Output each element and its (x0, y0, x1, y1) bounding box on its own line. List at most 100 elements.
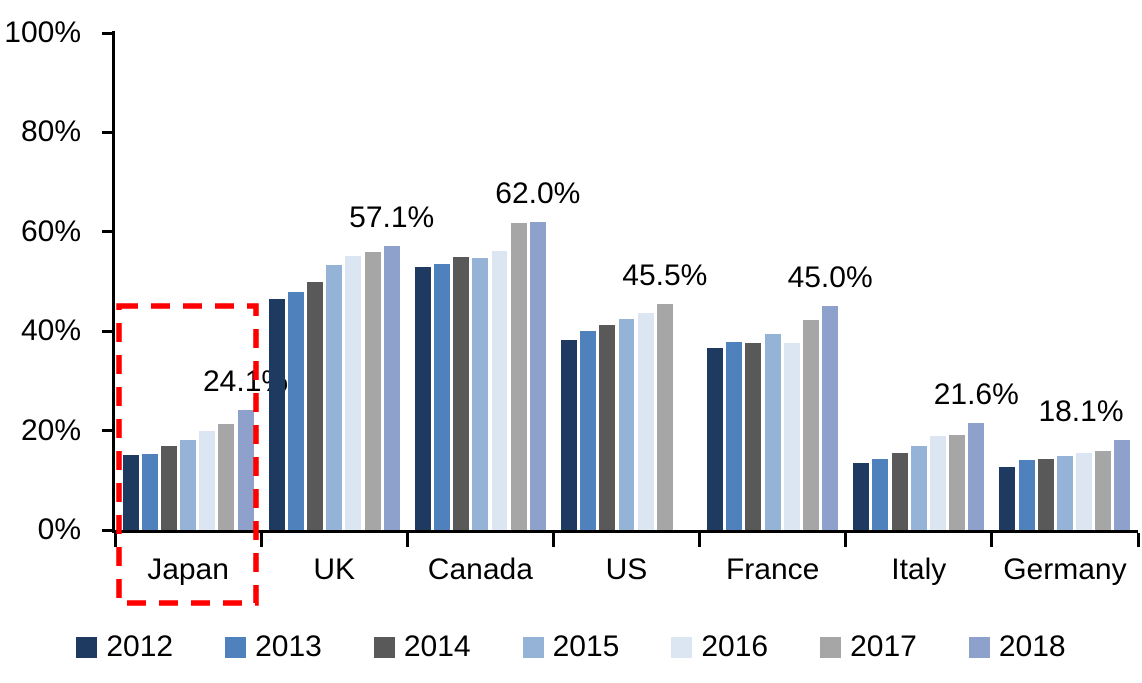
bar-group-japan: Japan 24.1% (115, 33, 288, 586)
bar-group-canada: Canada 62.0% (407, 33, 580, 586)
x-axis-tick-3 (551, 533, 555, 547)
data-label-uk: 57.1% (349, 201, 435, 235)
category-label-canada: Canada (427, 553, 533, 586)
category-label-italy: Italy (891, 553, 947, 586)
legend-item-2013: 2013 (225, 632, 322, 662)
legend-label-2016: 2016 (701, 630, 769, 663)
bar-group-italy: Italy 21.6% (846, 33, 1019, 586)
legend-swatch-2014 (373, 636, 395, 658)
bar-italy-2018 (968, 422, 985, 530)
bar-japan-2012 (122, 454, 139, 530)
y-axis-label-20: 20% (20, 413, 81, 447)
bar-germany-2017 (1095, 450, 1112, 530)
bar-us-2012 (561, 340, 577, 530)
bar-france-2014 (745, 342, 762, 530)
legend-item-2015: 2015 (522, 630, 620, 663)
bar-japan-2018 (237, 410, 254, 530)
y-axis-tick-0 (102, 528, 112, 532)
bar-us-2015 (618, 319, 635, 530)
bar-italy-2013 (872, 459, 889, 530)
y-axis-label-40: 40% (20, 314, 81, 348)
bar-germany-2014 (1037, 458, 1054, 530)
bar-italy-2016 (929, 435, 946, 530)
data-label-germany: 18.1% (1038, 395, 1124, 429)
bar-group-us: US 45.5% (553, 33, 707, 586)
bar-group-germany: Germany 18.1% (992, 33, 1138, 586)
category-label-japan: Japan (147, 553, 229, 586)
legend-label-2015: 2015 (552, 630, 620, 663)
y-axis-tick-100 (102, 31, 112, 35)
bar-uk-2015 (326, 265, 343, 530)
bar-italy-2012 (853, 462, 870, 530)
legend-label-2014: 2014 (403, 630, 471, 663)
y-axis-label-0: 0% (37, 513, 81, 546)
bar-italy-2014 (891, 453, 908, 530)
bar-uk-2017 (364, 252, 381, 530)
data-label-france: 45.0% (787, 261, 873, 295)
bar-uk-2018 (383, 246, 400, 530)
legend-swatch-2018 (968, 636, 990, 658)
x-axis-tick-4 (698, 533, 702, 547)
legend-label-2018: 2018 (998, 630, 1066, 663)
bar-canada-2013 (434, 264, 450, 530)
x-axis-tick-2 (405, 533, 409, 547)
y-axis-label-100: 100% (4, 16, 81, 49)
y-axis-tick-40 (102, 329, 112, 333)
bar-france-2018 (822, 306, 839, 530)
bar-us-2016 (637, 313, 654, 530)
legend-swatch-2017 (820, 636, 842, 658)
data-label-italy: 21.6% (933, 377, 1019, 411)
bar-japan-2013 (141, 453, 158, 530)
bar-germany-2016 (1076, 453, 1093, 530)
plot-area: 0% 20% 40% 60% 80% 100% Japan 24.1% UK 57.1% Canad… (4, 18, 1140, 586)
legend-item-2016: 2016 (671, 632, 768, 662)
x-axis-tick-6 (990, 533, 994, 547)
bar-us-2017 (656, 303, 673, 530)
bar-canada-2012 (414, 267, 431, 530)
bar-japan-2016 (199, 430, 216, 530)
y-axis-tick-60 (102, 230, 112, 234)
bar-uk-2013 (287, 291, 304, 530)
y-axis-tick-20 (102, 429, 112, 433)
legend-swatch-2012 (76, 636, 98, 658)
bar-germany-2015 (1056, 456, 1073, 530)
bar-italy-2017 (949, 434, 966, 530)
bar-france-2016 (783, 343, 800, 530)
bar-france-2015 (764, 334, 781, 530)
y-axis-label-60: 60% (20, 214, 81, 248)
legend-swatch-2013 (225, 636, 247, 658)
legend-label-2012: 2012 (106, 630, 174, 663)
bar-us-2013 (580, 331, 597, 530)
bar-france-2017 (802, 319, 819, 530)
legend-item-2017: 2017 (820, 632, 917, 662)
bar-italy-2015 (910, 446, 927, 530)
legend-item-2012: 2012 (76, 632, 173, 662)
category-label-uk: UK (313, 553, 356, 586)
legend-item-2018: 2018 (968, 630, 1066, 663)
bar-group-france: France 45.0% (700, 33, 873, 586)
bar-uk-2012 (268, 299, 285, 530)
bar-us-2014 (599, 325, 616, 530)
bar-canada-2016 (491, 251, 508, 530)
bar-canada-2017 (510, 223, 527, 530)
data-label-us: 45.5% (622, 258, 708, 292)
bar-group-uk: UK 57.1% (261, 33, 434, 586)
x-axis-tick-7 (1136, 533, 1140, 547)
bar-germany-2012 (999, 467, 1016, 530)
y-axis-tick-80 (102, 130, 112, 134)
x-axis-line (112, 530, 1138, 533)
bar-france-2013 (726, 342, 743, 530)
legend-label-2017: 2017 (850, 630, 917, 663)
x-axis-tick-1 (259, 533, 263, 547)
bar-canada-2018 (529, 221, 546, 530)
category-label-us: US (605, 553, 648, 586)
legend-label-2013: 2013 (255, 630, 322, 663)
bar-japan-2014 (160, 446, 177, 530)
bar-france-2012 (707, 348, 724, 530)
legend-swatch-2016 (671, 636, 693, 658)
legend: 2012 2013 2014 2015 2016 2017 2018 (0, 632, 1142, 662)
legend-swatch-2015 (522, 636, 544, 658)
bar-uk-2014 (307, 282, 324, 530)
category-label-france: France (725, 553, 820, 586)
